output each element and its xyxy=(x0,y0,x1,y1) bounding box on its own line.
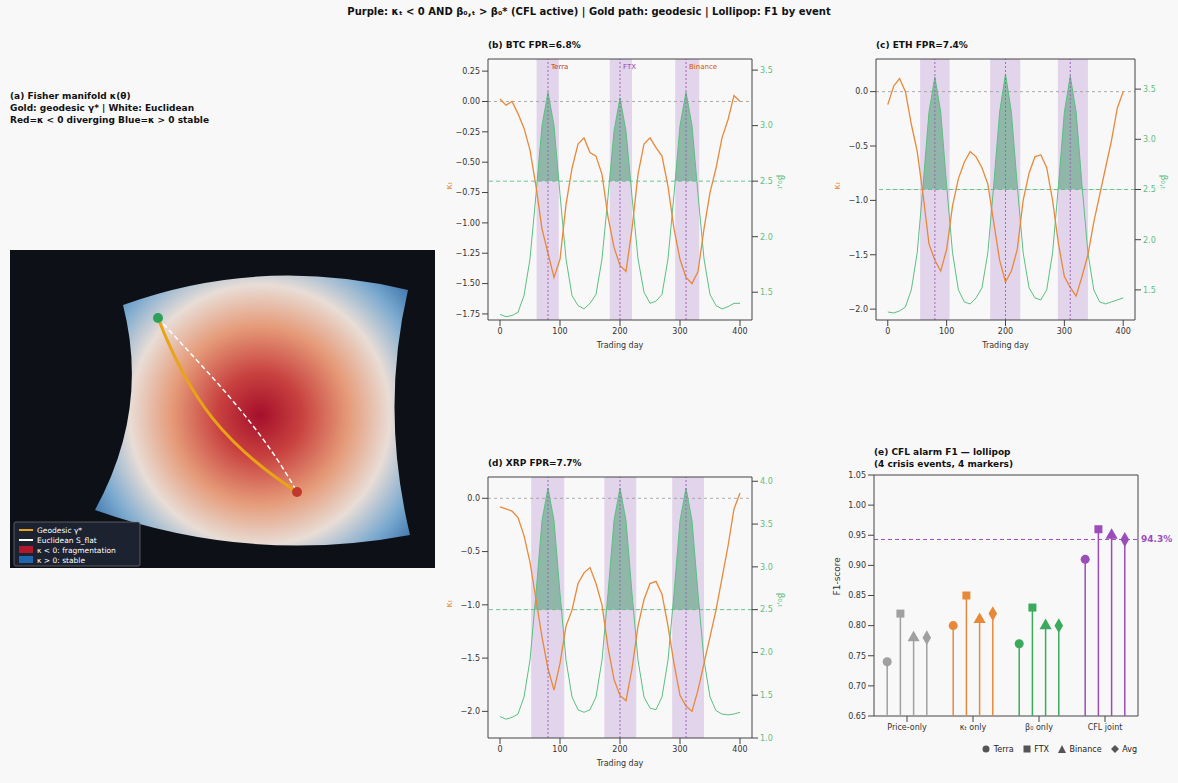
svg-text:−2.0: −2.0 xyxy=(849,305,868,314)
svg-text:300: 300 xyxy=(672,745,687,754)
svg-text:1.5: 1.5 xyxy=(760,691,773,700)
svg-text:2.0: 2.0 xyxy=(760,648,773,657)
svg-text:4.0: 4.0 xyxy=(760,477,773,486)
svg-text:300: 300 xyxy=(672,327,687,336)
svg-text:−1.50: −1.50 xyxy=(455,279,480,288)
svg-text:FTX: FTX xyxy=(623,63,636,71)
svg-text:Trading day: Trading day xyxy=(981,341,1029,350)
html-text:(e) CFL alarm F1 — lollipop: (e) CFL alarm F1 — lollipop xyxy=(874,447,1011,457)
svg-text:0.0: 0.0 xyxy=(855,87,868,96)
svg-text:1.05: 1.05 xyxy=(848,471,866,480)
svg-text:β₀,ₜ: β₀,ₜ xyxy=(776,175,786,190)
svg-text:0.00: 0.00 xyxy=(462,97,480,106)
svg-text:3.5: 3.5 xyxy=(760,66,773,75)
svg-text:κₜ: κₜ xyxy=(444,599,454,607)
svg-text:−0.25: −0.25 xyxy=(455,128,480,137)
svg-text:Trading day: Trading day xyxy=(596,341,644,350)
svg-text:100: 100 xyxy=(552,327,567,336)
svg-text:β₀ only: β₀ only xyxy=(1025,723,1053,732)
svg-text:−1.5: −1.5 xyxy=(461,654,480,663)
html-text:(b) BTC FPR=6.8%: (b) BTC FPR=6.8% xyxy=(488,40,581,50)
svg-text:400: 400 xyxy=(732,327,747,336)
html-text:(a) Fisher manifold κ(θ): (a) Fisher manifold κ(θ) xyxy=(10,91,131,101)
svg-text:−2.0: −2.0 xyxy=(461,707,480,716)
svg-text:−0.5: −0.5 xyxy=(849,142,868,151)
svg-text:−0.5: −0.5 xyxy=(461,547,480,556)
svg-text:94.3%: 94.3% xyxy=(1141,534,1172,544)
svg-text:κₜ: κₜ xyxy=(444,181,454,189)
svg-text:0: 0 xyxy=(497,327,502,336)
svg-text:300: 300 xyxy=(1057,327,1072,336)
svg-text:0: 0 xyxy=(497,745,502,754)
svg-text:0.65: 0.65 xyxy=(848,712,866,721)
svg-text:Binance: Binance xyxy=(689,63,717,71)
svg-text:2.5: 2.5 xyxy=(760,605,773,614)
svg-text:−1.0: −1.0 xyxy=(849,196,868,205)
svg-text:2.5: 2.5 xyxy=(760,177,773,186)
svg-text:κₜ only: κₜ only xyxy=(960,723,987,732)
svg-text:2.0: 2.0 xyxy=(760,233,773,242)
svg-text:100: 100 xyxy=(939,327,954,336)
svg-text:−1.25: −1.25 xyxy=(455,249,480,258)
svg-text:0.25: 0.25 xyxy=(462,67,480,76)
svg-text:1.0: 1.0 xyxy=(760,734,773,743)
svg-text:−1.5: −1.5 xyxy=(849,251,868,260)
svg-text:0.70: 0.70 xyxy=(848,682,866,691)
svg-text:F1-score: F1-score xyxy=(832,557,842,596)
html-text:Purple: κₜ < 0 AND β₀,ₜ > β₀*: Purple: κₜ < 0 AND β₀,ₜ > β₀* (CFL activ… xyxy=(347,6,831,17)
svg-text:200: 200 xyxy=(612,745,627,754)
svg-text:2.0: 2.0 xyxy=(1143,236,1156,245)
svg-text:200: 200 xyxy=(612,327,627,336)
svg-text:−0.75: −0.75 xyxy=(455,188,480,197)
html-text:Binance: Binance xyxy=(1069,744,1102,754)
html-text:Avg: Avg xyxy=(1122,744,1137,754)
svg-text:2.5: 2.5 xyxy=(1143,185,1156,194)
html-text:(4 crisis events, 4 markers): (4 crisis events, 4 markers) xyxy=(874,459,1013,469)
html-text:Red=κ < 0 diverging Blue=κ > 0: Red=κ < 0 diverging Blue=κ > 0 stable xyxy=(10,115,209,125)
html-text:Terra: Terra xyxy=(993,744,1014,754)
svg-text:3.0: 3.0 xyxy=(760,563,773,572)
svg-text:−1.00: −1.00 xyxy=(455,219,480,228)
svg-text:100: 100 xyxy=(552,745,567,754)
svg-text:3.5: 3.5 xyxy=(760,520,773,529)
svg-text:κₜ: κₜ xyxy=(832,181,842,189)
svg-text:0.85: 0.85 xyxy=(848,591,866,600)
svg-text:κ < 0: fragmentation: κ < 0: fragmentation xyxy=(37,546,116,555)
svg-text:Price-only: Price-only xyxy=(887,723,927,732)
svg-text:β₀,ₜ: β₀,ₜ xyxy=(1159,175,1169,190)
html-text:(d) XRP FPR=7.7%: (d) XRP FPR=7.7% xyxy=(488,458,582,468)
svg-text:1.5: 1.5 xyxy=(1143,286,1156,295)
svg-text:Euclidean S_flat: Euclidean S_flat xyxy=(37,536,97,545)
html-text:Gold: geodesic γ* | White: Euc: Gold: geodesic γ* | White: Euclidean xyxy=(10,103,195,113)
svg-text:0.0: 0.0 xyxy=(467,494,480,503)
svg-text:−0.50: −0.50 xyxy=(455,158,480,167)
svg-text:1.5: 1.5 xyxy=(760,288,773,297)
svg-text:−1.75: −1.75 xyxy=(455,310,480,319)
svg-text:200: 200 xyxy=(998,327,1013,336)
svg-text:κ > 0: stable: κ > 0: stable xyxy=(37,556,85,565)
svg-text:Geodesic γ*: Geodesic γ* xyxy=(37,526,82,535)
svg-text:0.95: 0.95 xyxy=(848,531,866,540)
svg-text:β₀,ₜ: β₀,ₜ xyxy=(776,593,786,608)
svg-text:0.75: 0.75 xyxy=(848,652,866,661)
svg-text:400: 400 xyxy=(732,745,747,754)
svg-text:3.0: 3.0 xyxy=(1143,135,1156,144)
svg-text:0: 0 xyxy=(885,327,890,336)
svg-text:0.80: 0.80 xyxy=(848,621,866,630)
svg-text:−1.0: −1.0 xyxy=(461,601,480,610)
html-text:(c) ETH FPR=7.4%: (c) ETH FPR=7.4% xyxy=(876,40,968,50)
svg-text:3.0: 3.0 xyxy=(760,121,773,130)
html-text:FTX: FTX xyxy=(1034,744,1049,754)
svg-text:3.5: 3.5 xyxy=(1143,85,1156,94)
svg-text:Terra: Terra xyxy=(550,63,568,71)
svg-text:CFL joint: CFL joint xyxy=(1088,723,1123,732)
svg-text:Trading day: Trading day xyxy=(596,759,644,768)
svg-text:400: 400 xyxy=(1116,327,1131,336)
svg-text:1.00: 1.00 xyxy=(848,501,866,510)
svg-text:0.90: 0.90 xyxy=(848,561,866,570)
